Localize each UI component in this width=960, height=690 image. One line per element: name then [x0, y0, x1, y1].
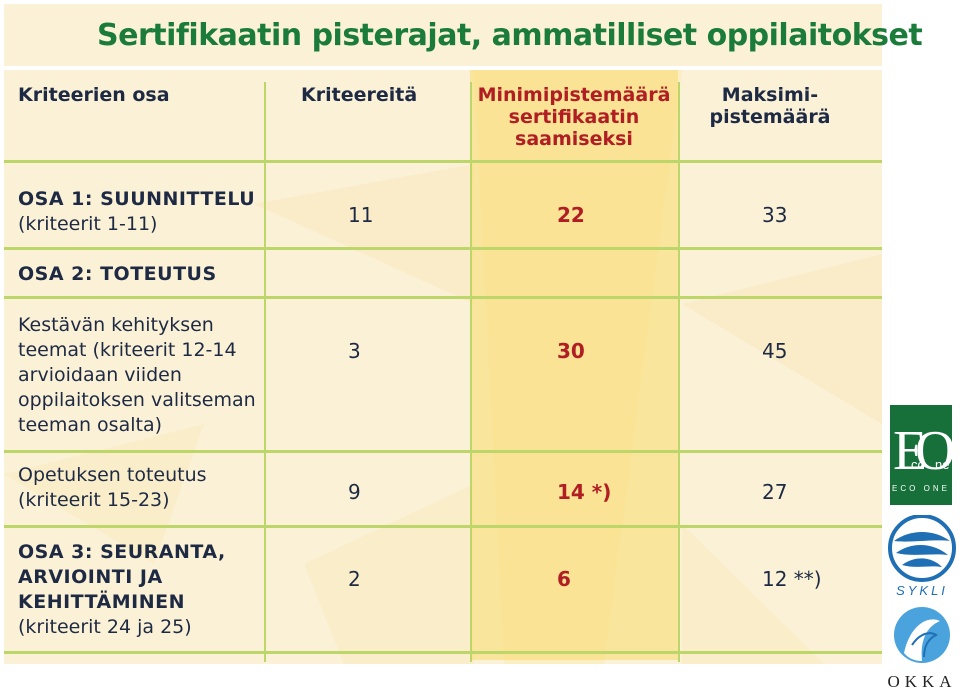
- row-5-maximum: 12 **): [762, 567, 822, 591]
- row-4-line-1: Opetuksen toteutus: [18, 464, 207, 486]
- row-divider-header: [4, 160, 882, 163]
- header-maximum-line-1: Maksimi-: [721, 84, 819, 106]
- column-divider-2: [470, 82, 472, 662]
- row-3-line-4: oppilaitoksen valitseman: [18, 389, 256, 411]
- row-3-line-3: arvioidaan viiden: [18, 364, 182, 386]
- minimum-points-column-highlight: [470, 70, 678, 660]
- row-divider-1: [4, 247, 882, 250]
- column-divider-1: [264, 82, 266, 662]
- row-divider-bottom: [4, 651, 882, 654]
- row-5-minimum: 6: [557, 567, 571, 591]
- ecoone-letters-co: co: [911, 457, 925, 472]
- row-3-criteria-part: Kestävän kehityksen teemat (kriteerit 12…: [18, 313, 256, 438]
- row-3-criteria-count: 3: [348, 339, 361, 363]
- row-3-maximum: 45: [762, 339, 788, 363]
- row-4-criteria-part: Opetuksen toteutus (kriteerit 15-23): [18, 463, 207, 513]
- row-1-criteria-part: OSA 1: SUUNNITTELU (kriteerit 1-11): [18, 187, 255, 237]
- header-minimum-line-1: Minimipistemäärä: [477, 84, 671, 106]
- row-divider-3: [4, 450, 882, 453]
- header-criteria-count: Kriteereitä: [301, 84, 418, 106]
- row-1-criteria-count: 11: [348, 203, 374, 227]
- ecoone-letter-e: E: [893, 420, 927, 482]
- okka-label: OKKA: [887, 672, 956, 690]
- row-5-heading-line-3: KEHITTÄMINEN: [18, 591, 186, 613]
- row-2-heading: OSA 2: TOTEUTUS: [18, 263, 217, 285]
- row-1-minimum: 22: [557, 203, 585, 227]
- title-divider: [4, 66, 882, 70]
- row-5-criteria-count: 2: [348, 567, 361, 591]
- okka-logo: OKKA: [887, 607, 956, 690]
- row-divider-4: [4, 525, 882, 528]
- ecoone-letters-ne: ne: [935, 457, 949, 472]
- row-5-criteria-part: OSA 3: SEURANTA, ARVIOINTI JA KEHITTÄMIN…: [18, 540, 226, 640]
- row-3-line-5: teeman osalta): [18, 414, 163, 436]
- row-divider-2: [4, 296, 882, 299]
- header-criteria-part: Kriteerien osa: [18, 84, 170, 106]
- row-3-minimum: 30: [557, 339, 585, 363]
- header-minimum-line-2: sertifikaatin: [508, 106, 640, 128]
- row-4-criteria-count: 9: [348, 480, 361, 504]
- row-4-maximum: 27: [762, 480, 788, 504]
- row-1-maximum: 33: [762, 203, 788, 227]
- row-5-heading-line-2: ARVIOINTI JA: [18, 566, 163, 588]
- row-5-heading-line-1: OSA 3: SEURANTA,: [18, 541, 226, 563]
- header-maximum-line-2: pistemäärä: [709, 106, 831, 128]
- row-1-subtext: (kriteerit 1-11): [18, 213, 158, 235]
- row-1-heading: OSA 1: SUUNNITTELU: [18, 188, 256, 210]
- header-minimum-line-3: saamiseksi: [515, 128, 633, 150]
- sykli-label: SYKLI: [896, 583, 948, 598]
- sykli-logo: SYKLI: [888, 515, 956, 598]
- ecoone-logo: E co O ne ECO ONE: [890, 405, 952, 505]
- ecoone-tagline: ECO ONE: [892, 484, 950, 493]
- header-minimum-points: Minimipistemäärä sertifikaatin saamiseks…: [470, 84, 678, 150]
- header-maximum-points: Maksimi- pistemäärä: [680, 84, 860, 128]
- row-3-line-1: Kestävän kehityksen: [18, 314, 214, 336]
- page-title: Sertifikaatin pisterajat, ammatilliset o…: [97, 18, 923, 53]
- ecoone-letter-o: O: [915, 420, 952, 482]
- row-5-subtext: (kriteerit 24 ja 25): [18, 616, 192, 638]
- row-4-minimum: 14 *): [557, 480, 612, 504]
- row-3-line-2: teemat (kriteerit 12-14: [18, 339, 237, 361]
- row-4-line-2: (kriteerit 15-23): [18, 489, 170, 511]
- column-divider-3: [678, 82, 680, 662]
- row-2-criteria-part: OSA 2: TOTEUTUS: [18, 262, 217, 287]
